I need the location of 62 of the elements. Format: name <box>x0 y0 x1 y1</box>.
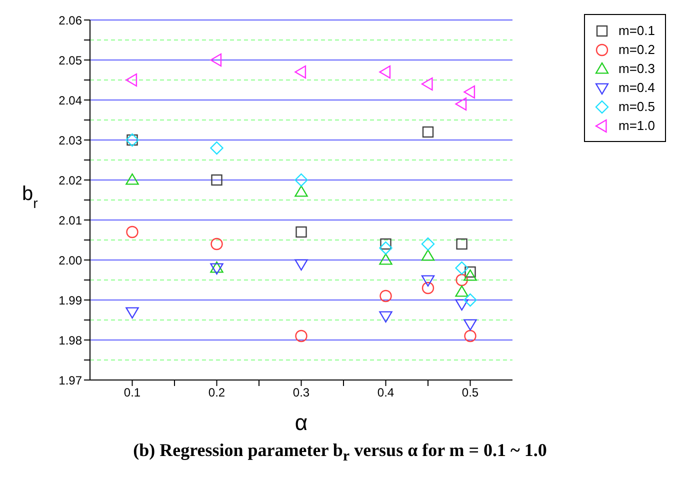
y-tick-label: 2.02 <box>58 173 82 188</box>
point <box>422 282 434 294</box>
point <box>464 266 476 278</box>
point <box>210 238 223 250</box>
point <box>379 253 392 265</box>
point <box>294 259 308 271</box>
y-tick-label: 2.06 <box>58 13 82 28</box>
point <box>379 311 392 323</box>
point <box>464 85 476 99</box>
y-tick-label: 2.00 <box>58 253 82 268</box>
x-tick-label: 0.5 <box>462 386 479 400</box>
point <box>464 319 477 331</box>
point <box>421 275 435 287</box>
point <box>456 238 468 250</box>
y-axis-title: b$_{r}$ <box>22 183 38 211</box>
legend-label: m=0.3 <box>618 61 655 76</box>
y-tick-label: 1.99 <box>58 293 82 308</box>
x-tick-label: 0.3 <box>292 386 310 400</box>
point <box>210 53 222 67</box>
y-tick-label: 1.97 <box>58 373 82 388</box>
point <box>421 237 435 251</box>
x-tick-label: 0.1 <box>124 386 141 400</box>
text: (b) Regression parameter b$_{r}$ versus α for m = 0.1 ~ 1.0 <box>132 440 548 466</box>
point <box>421 77 433 91</box>
point <box>295 330 308 342</box>
point <box>380 238 392 250</box>
point <box>294 65 306 79</box>
point <box>379 241 392 255</box>
point <box>422 126 434 138</box>
point <box>211 174 222 186</box>
point <box>126 226 138 238</box>
point <box>379 65 391 79</box>
legend-label: m=1.0 <box>618 118 655 133</box>
point <box>126 307 139 319</box>
point <box>464 293 477 307</box>
point <box>126 173 139 185</box>
point <box>294 185 308 197</box>
point <box>421 249 435 261</box>
point <box>464 330 476 342</box>
point <box>455 299 468 311</box>
y-tick-label: 2.03 <box>58 133 82 148</box>
point <box>455 97 467 111</box>
y-tick-label: 2.04 <box>58 93 82 108</box>
point <box>464 269 477 281</box>
legend-label: m=0.2 <box>618 42 655 57</box>
legend-label: m=0.1 <box>618 23 655 38</box>
point <box>210 141 224 155</box>
point <box>296 226 307 238</box>
x-tick-label: 0.4 <box>377 386 394 400</box>
x-axis-title: α <box>294 410 308 435</box>
point <box>455 261 468 275</box>
legend-label: m=0.4 <box>618 80 655 95</box>
y-tick-label: 2.05 <box>58 53 82 68</box>
point <box>294 173 308 187</box>
point <box>126 73 138 87</box>
point <box>456 274 468 286</box>
point <box>455 285 468 297</box>
x-tick-label: 0.2 <box>208 386 226 400</box>
y-tick-label: 1.98 <box>58 333 82 348</box>
legend-label: m=0.5 <box>618 99 655 114</box>
point <box>380 290 392 302</box>
y-tick-label: 2.01 <box>58 213 82 228</box>
